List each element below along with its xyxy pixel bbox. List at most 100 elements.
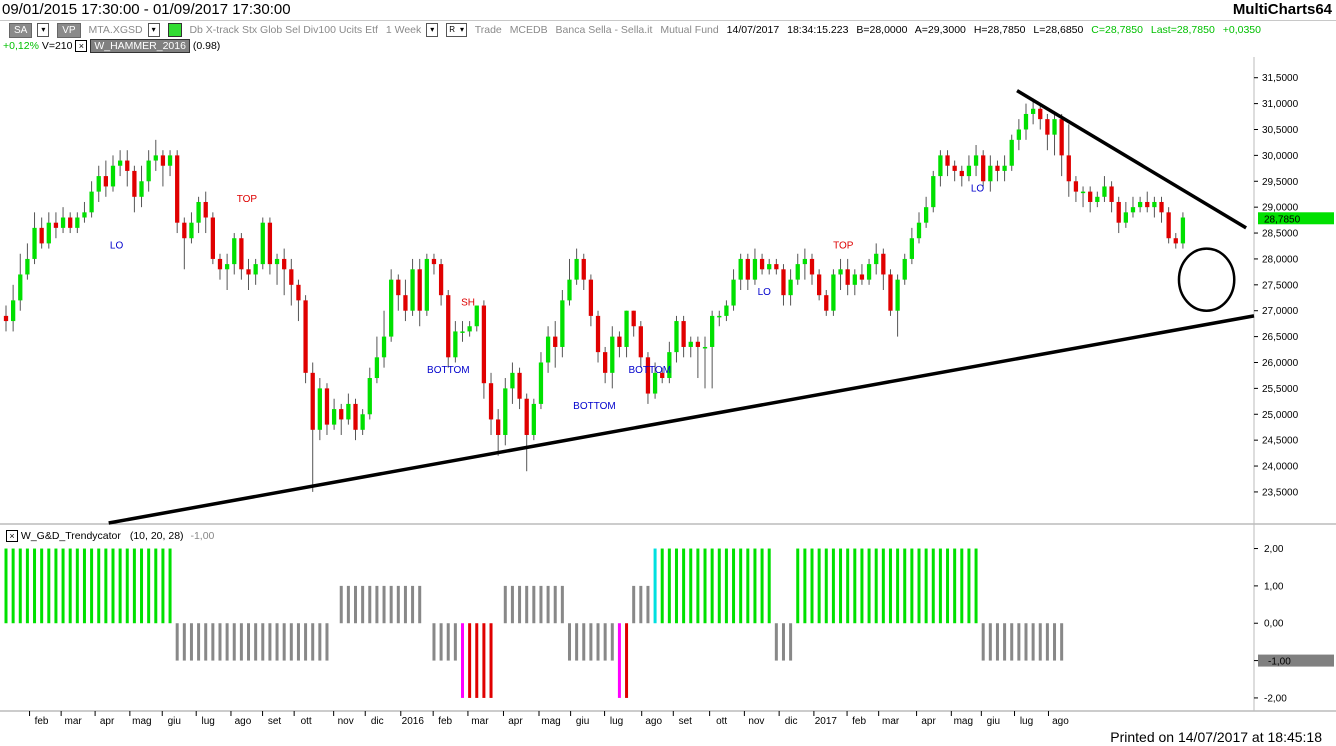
candle (367, 367, 372, 420)
histogram-bar (510, 585, 514, 624)
histogram-bar (653, 548, 657, 624)
symbol-dropdown-icon[interactable]: ▾ (147, 23, 160, 37)
candle (809, 253, 815, 285)
time-tick-label: lug (610, 716, 623, 727)
candle (610, 326, 615, 389)
close-study-icon[interactable]: × (75, 40, 88, 53)
resolution-dropdown-icon[interactable]: ▾ (426, 23, 439, 37)
change-pct-label: +0,12% (3, 40, 39, 52)
candle (96, 165, 101, 202)
histogram-bar (325, 623, 329, 661)
histogram-bar (938, 548, 942, 624)
annotation-label: LO (971, 184, 985, 195)
candle (738, 253, 743, 290)
candle-body (246, 269, 251, 275)
candle-body (881, 253, 886, 275)
histogram-bar (553, 585, 557, 624)
candle-body (624, 310, 629, 347)
candle-body (103, 176, 108, 187)
candle (296, 279, 301, 322)
histogram-bar (824, 548, 828, 624)
price-tick-label: 29,0000 (1262, 203, 1299, 214)
candle-body (117, 160, 123, 166)
last-label: Last=28,7850 (1150, 24, 1215, 36)
candle-body (816, 274, 822, 296)
mode-label: Trade (474, 24, 502, 36)
vp-button[interactable]: VP (57, 23, 81, 38)
candle-body (588, 279, 594, 316)
indicator-histogram (4, 548, 1064, 698)
candle (795, 253, 800, 285)
candle-body (267, 222, 273, 265)
price-tick-label: 26,0000 (1262, 358, 1299, 369)
histogram-bar (639, 585, 643, 624)
candle-body (60, 217, 66, 228)
histogram-bar (154, 548, 158, 624)
candle-body (1102, 186, 1107, 197)
histogram-bar (625, 623, 629, 698)
histogram-bar (25, 548, 29, 624)
sa-button[interactable]: SA (9, 23, 33, 38)
candle (389, 269, 394, 342)
candle (346, 393, 351, 425)
candle-body (545, 336, 551, 363)
histogram-bar (888, 548, 892, 624)
info-bar: SA ▾ VP MTA.XGSD ▾ Db X-track Stx Glob Sel… (0, 21, 1336, 55)
price-tick-label: 30,0000 (1262, 151, 1299, 162)
candle-body (3, 315, 9, 322)
histogram-bar (839, 548, 843, 624)
sa-dropdown-icon[interactable]: ▾ (37, 23, 50, 37)
time-tick-label: ott (301, 716, 312, 727)
price-tick-label: 28,0000 (1262, 254, 1299, 265)
candle (1102, 176, 1107, 202)
price-tick-label: 25,5000 (1262, 384, 1299, 395)
histogram-bar (710, 548, 714, 624)
candle-body (453, 331, 458, 358)
candle (831, 269, 836, 316)
candle-body (353, 403, 358, 430)
histogram-bar (382, 585, 386, 624)
candle-body (417, 269, 422, 311)
candle-body (945, 155, 950, 166)
time-tick-label: set (679, 716, 693, 727)
histogram-bar (560, 585, 564, 624)
histogram-bar (703, 548, 707, 624)
histogram-bar (689, 548, 693, 624)
histogram-bar (596, 623, 600, 661)
study-name-badge[interactable]: W_HAMMER_2016 (90, 39, 190, 53)
histogram-bar (168, 548, 172, 624)
candle (68, 212, 73, 234)
candle-body (717, 315, 722, 318)
candle-body (617, 336, 622, 347)
histogram-bar (1017, 623, 1021, 661)
candle (339, 403, 344, 435)
candle (438, 258, 444, 306)
annotation-label: TOP (237, 194, 258, 205)
close-indicator-icon[interactable]: × (6, 530, 18, 543)
printed-footer: Printed on 14/07/2017 at 18:45:18 (1110, 729, 1322, 745)
candle (410, 258, 415, 316)
histogram-bar (910, 548, 914, 624)
candle (995, 160, 1000, 182)
candle-body (959, 170, 964, 177)
price-tick-label: 27,0000 (1262, 306, 1299, 317)
price-tick-label: 30,5000 (1262, 125, 1299, 136)
resolution-label: 1 Week (385, 24, 422, 36)
candle (18, 253, 23, 311)
candle-body (538, 362, 544, 404)
candle (396, 274, 401, 311)
candle-body (1030, 108, 1036, 114)
price-tick-label: 31,0000 (1262, 99, 1299, 110)
histogram-bar (846, 548, 850, 624)
candle-body (374, 357, 380, 379)
histogram-bar (11, 548, 15, 624)
candle-body (859, 274, 865, 280)
r-dropdown[interactable]: R ▾ (446, 23, 467, 37)
last-price-label: 28,7850 (1264, 214, 1301, 225)
histogram-bar (125, 548, 129, 624)
ask-label: A=29,3000 (914, 24, 966, 36)
histogram-bar (682, 548, 686, 624)
candle (182, 217, 187, 270)
time-tick-label: apr (100, 716, 115, 727)
